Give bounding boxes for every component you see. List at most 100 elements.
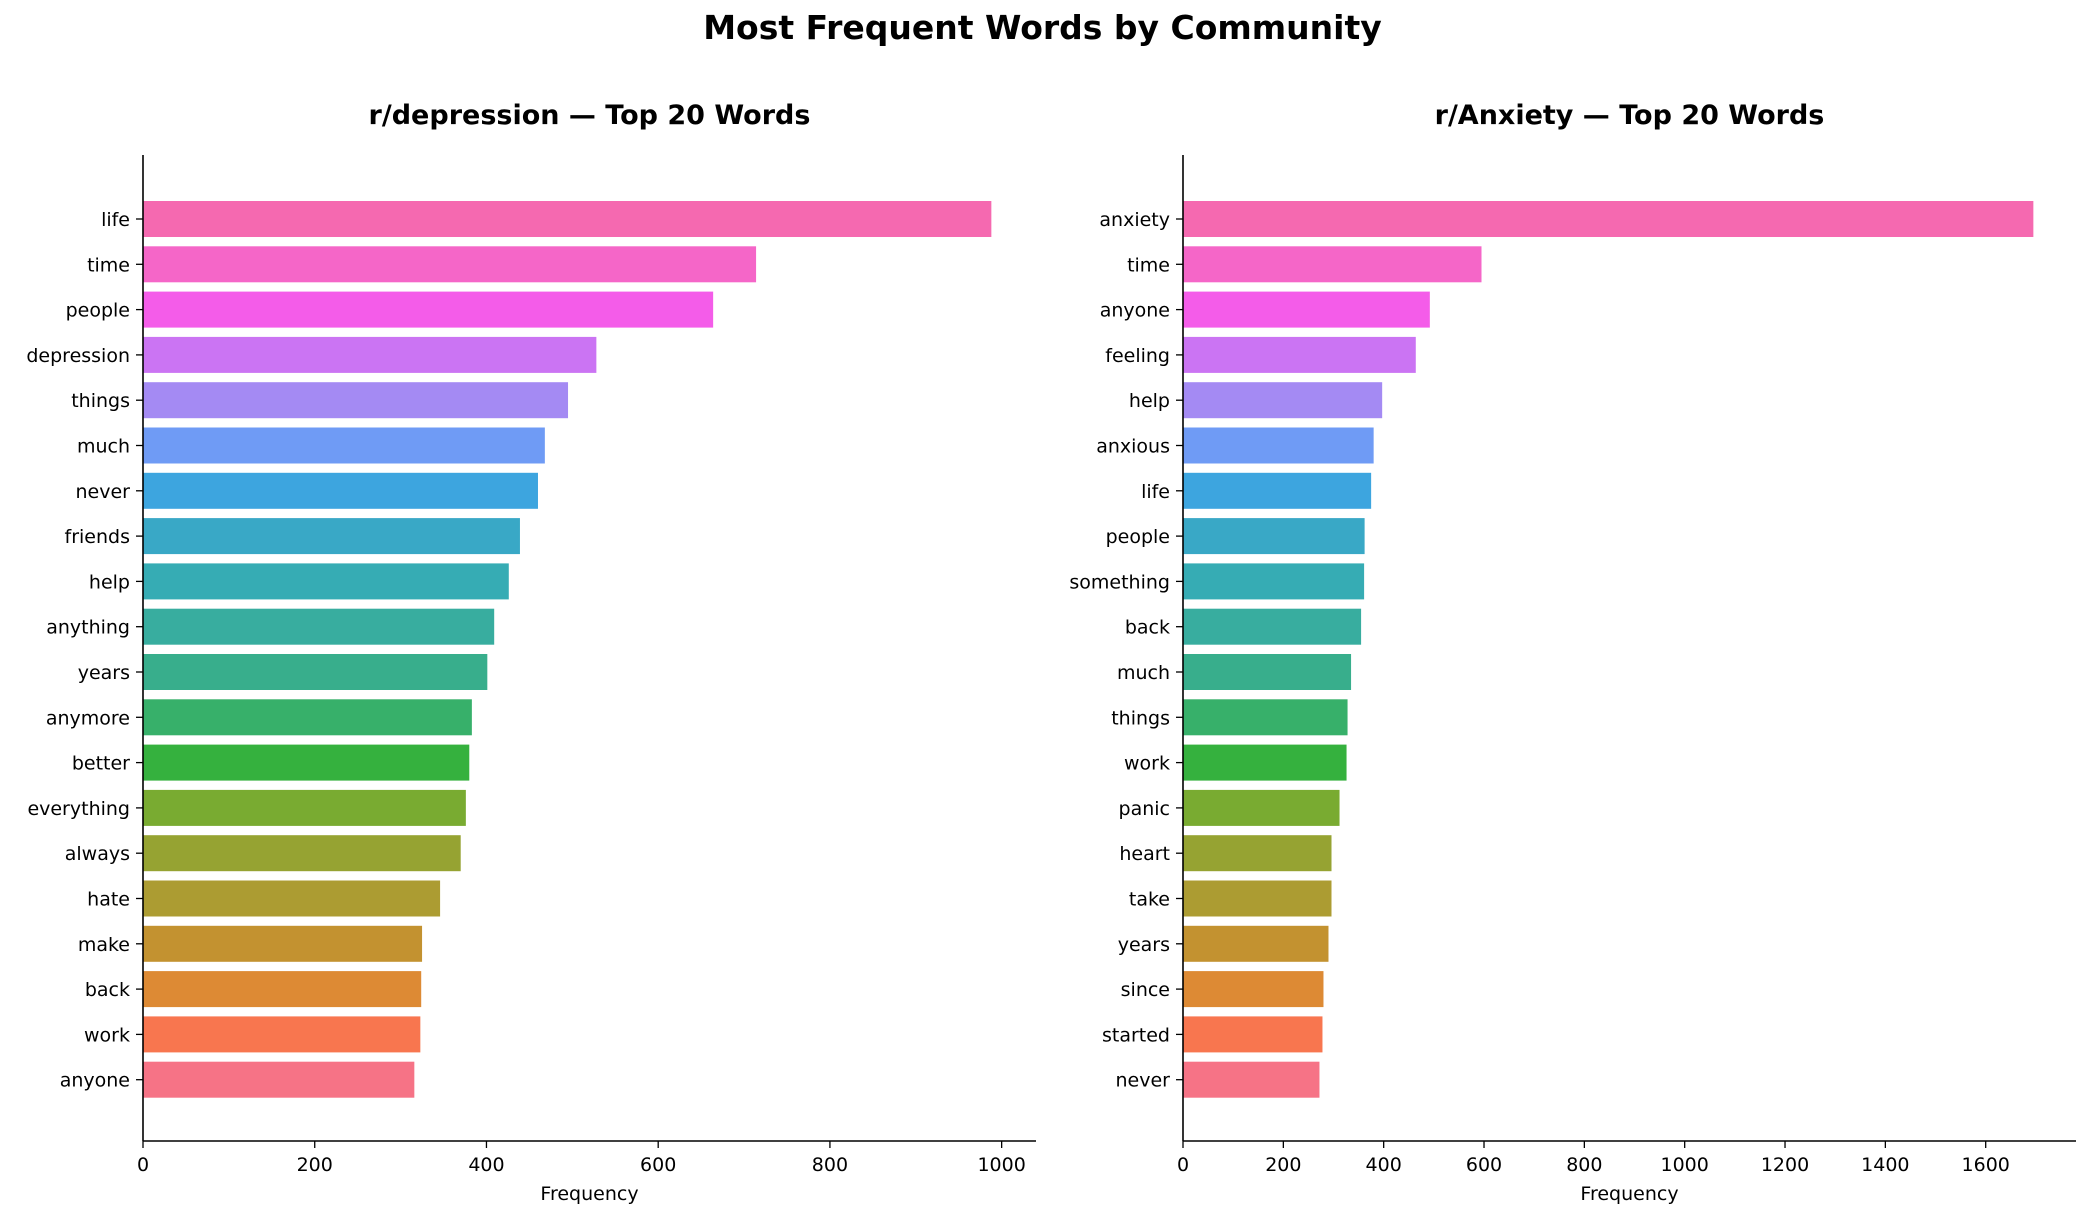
x-tick-label: 400 xyxy=(1366,1154,1402,1176)
x-axis-label: Frequency xyxy=(540,1183,638,1205)
category-label: people xyxy=(1106,526,1170,548)
x-tick-label: 0 xyxy=(1177,1154,1189,1176)
category-label: everything xyxy=(27,798,130,820)
bar-back xyxy=(1183,608,1362,645)
x-tick-label: 400 xyxy=(468,1154,504,1176)
bar-life xyxy=(143,201,992,237)
x-tick-label: 0 xyxy=(137,1154,149,1176)
panel-title: r/Anxiety — Top 20 Words xyxy=(1435,100,1825,131)
bar-life xyxy=(1183,472,1372,509)
x-axis-label: Frequency xyxy=(1580,1183,1678,1205)
bar-work xyxy=(1183,744,1347,781)
category-label: back xyxy=(85,979,130,1001)
bar-years xyxy=(1183,925,1329,962)
bar-something xyxy=(1183,563,1365,600)
bar-things xyxy=(143,382,569,419)
category-label: better xyxy=(72,753,130,775)
category-label: time xyxy=(87,254,130,276)
bar-help xyxy=(1183,382,1383,419)
category-label: always xyxy=(65,843,130,865)
bar-everything xyxy=(143,789,466,826)
category-label: anything xyxy=(46,617,130,639)
bar-people xyxy=(143,291,714,328)
bar-depression xyxy=(143,336,597,373)
figure-title: Most Frequent Words by Community xyxy=(703,8,1382,47)
bar-time xyxy=(1183,246,1482,283)
category-label: people xyxy=(66,300,130,322)
category-label: help xyxy=(1129,390,1170,412)
category-label: much xyxy=(1117,662,1170,684)
x-tick-label: 1000 xyxy=(977,1154,1025,1176)
category-label: make xyxy=(78,934,130,956)
bar-hate xyxy=(143,880,441,917)
bar-since xyxy=(1183,971,1324,1008)
bar-take xyxy=(1183,880,1332,917)
category-label: depression xyxy=(26,345,130,367)
bar-anymore xyxy=(143,699,472,736)
bar-feeling xyxy=(1183,336,1416,373)
bar-things xyxy=(1183,699,1348,736)
bar-years xyxy=(143,654,488,690)
x-tick-label: 1000 xyxy=(1661,1154,1709,1176)
category-label: anxious xyxy=(1096,436,1170,458)
bar-anyone xyxy=(1183,291,1430,328)
category-label: anxiety xyxy=(1099,209,1170,231)
category-label: life xyxy=(101,209,130,231)
category-label: never xyxy=(1116,1070,1171,1092)
category-label: back xyxy=(1125,617,1170,639)
category-label: feeling xyxy=(1105,345,1170,367)
category-label: something xyxy=(1069,571,1170,593)
bar-always xyxy=(143,835,461,872)
bar-anxiety xyxy=(1183,201,2034,237)
category-label: hate xyxy=(87,889,130,911)
bar-better xyxy=(143,744,470,781)
x-tick-label: 600 xyxy=(1466,1154,1502,1176)
category-label: work xyxy=(1124,753,1170,775)
bar-anyone xyxy=(143,1061,415,1098)
category-label: work xyxy=(84,1024,130,1046)
x-tick-label: 800 xyxy=(1566,1154,1602,1176)
x-tick-label: 1200 xyxy=(1761,1154,1809,1176)
x-tick-label: 200 xyxy=(297,1154,333,1176)
bar-never xyxy=(1183,1061,1320,1098)
panel-1: r/depression — Top 20 Words life time peopl… xyxy=(26,100,1036,1205)
bar-heart xyxy=(1183,835,1332,872)
bar-work xyxy=(143,1016,421,1053)
bar-anxious xyxy=(1183,427,1374,464)
category-label: things xyxy=(1111,707,1170,729)
category-label: anyone xyxy=(60,1070,130,1092)
x-tick-label: 1600 xyxy=(1962,1154,2010,1176)
category-label: never xyxy=(76,481,131,503)
panel-2: r/Anxiety — Top 20 Words anxiety time anyon… xyxy=(1069,100,2076,1205)
bar-much xyxy=(1183,654,1352,690)
x-tick-label: 600 xyxy=(640,1154,676,1176)
category-label: much xyxy=(77,436,130,458)
category-label: since xyxy=(1121,979,1170,1001)
bar-friends xyxy=(143,518,520,555)
bar-people xyxy=(1183,518,1365,555)
bar-never xyxy=(143,472,538,509)
category-label: started xyxy=(1102,1024,1170,1046)
category-label: help xyxy=(89,571,130,593)
category-label: time xyxy=(1127,254,1170,276)
x-tick-label: 800 xyxy=(812,1154,848,1176)
category-label: anymore xyxy=(46,707,130,729)
category-label: life xyxy=(1141,481,1170,503)
category-label: years xyxy=(78,662,130,684)
bar-make xyxy=(143,925,423,962)
category-label: anyone xyxy=(1100,300,1170,322)
bar-time xyxy=(143,246,757,283)
bar-started xyxy=(1183,1016,1323,1053)
category-label: heart xyxy=(1119,843,1170,865)
bar-back xyxy=(143,971,422,1008)
panel-title: r/depression — Top 20 Words xyxy=(369,100,811,131)
category-label: take xyxy=(1129,889,1170,911)
bar-help xyxy=(143,563,509,600)
category-label: years xyxy=(1118,934,1170,956)
category-label: things xyxy=(71,390,130,412)
bar-panic xyxy=(1183,789,1340,826)
x-tick-label: 200 xyxy=(1265,1154,1301,1176)
bar-much xyxy=(143,427,545,464)
